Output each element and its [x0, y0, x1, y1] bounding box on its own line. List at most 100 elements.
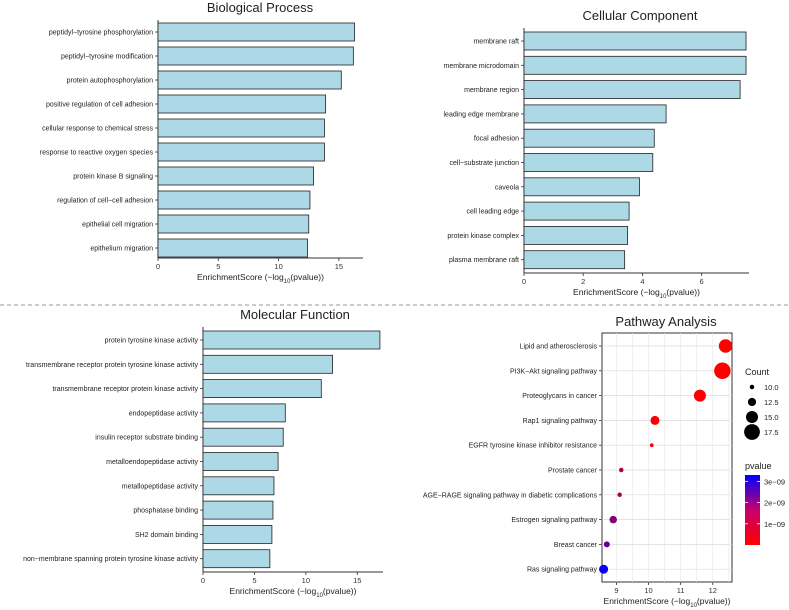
cellular-component-bar: [523, 250, 626, 270]
pathway-category-label: PI3K−Akt signaling pathway: [510, 368, 597, 375]
molecular-function-category-label: protein tyrosine kinase activity: [105, 338, 199, 345]
count-legend-title: Count: [745, 367, 770, 377]
molecular-function-bar: [202, 427, 284, 447]
cellular-component-bar: [523, 31, 747, 51]
pathway-category-label: Estrogen signaling pathway: [511, 517, 597, 524]
molecular-function-bar: [202, 330, 381, 350]
pathway-point: [650, 415, 660, 425]
molecular-function-x-axis-title: EnrichmentScore (−log10(pvalue)): [230, 586, 357, 599]
pvalue-legend-title: pvalue: [745, 461, 772, 471]
biological-process-bar: [157, 238, 308, 258]
pathway-x-axis-title: EnrichmentScore (−log10(pvalue)): [604, 596, 731, 609]
molecular-function-category-label: endopeptidase activity: [129, 410, 199, 417]
molecular-function-bar: [202, 379, 322, 399]
molecular-function-bar: [202, 403, 286, 423]
cellular-component-x-tick-label: 0: [522, 277, 526, 286]
biological-process-title: Biological Process: [207, 0, 314, 15]
biological-process-category-label: peptidyl−tyrosine phosphorylation: [49, 30, 153, 37]
pathway-category-label: Breast cancer: [554, 542, 598, 549]
cellular-component-category-label: cell leading edge: [466, 209, 519, 216]
pathway-point: [603, 541, 610, 548]
cellular-component-x-tick-label: 4: [640, 277, 644, 286]
biological-process-chart: Biological Process peptidyl−tyrosine pho…: [40, 0, 363, 285]
biological-process-bar: [157, 118, 325, 138]
biological-process-bar: [157, 142, 325, 162]
count-legend-label: 12.5: [764, 398, 779, 407]
molecular-function-x-tick-label: 5: [252, 576, 256, 585]
cellular-component-category-label: caveola: [495, 184, 519, 191]
pathway-x-tick-label: 11: [677, 586, 685, 595]
pathway-point: [649, 443, 654, 448]
molecular-function-category-label: phosphatase binding: [133, 508, 198, 515]
molecular-function-category-label: transmembrane receptor protein tyrosine …: [26, 362, 198, 369]
pathway-x-tick-label: 12: [709, 586, 717, 595]
pvalue-legend-label: 2e−09: [764, 499, 785, 508]
cellular-component-bar: [523, 177, 640, 197]
pathway-category-label: Lipid and atherosclerosis: [520, 344, 598, 351]
molecular-function-category-label: metallopeptidase activity: [122, 483, 199, 490]
pathway-category-label: EGFR tyrosine kinase inhibitor resistanc…: [469, 443, 597, 450]
biological-process-bar: [157, 166, 314, 186]
molecular-function-category-label: SH2 domain binding: [135, 532, 198, 539]
molecular-function-bar: [202, 452, 279, 471]
cellular-component-x-tick-label: 2: [581, 277, 585, 286]
biological-process-x-tick-label: 10: [274, 262, 282, 271]
count-legend-key: [744, 424, 760, 440]
pathway-x-tick-label: 9: [614, 586, 618, 595]
pathway-analysis-title: Pathway Analysis: [615, 314, 717, 329]
cellular-component-bar: [523, 153, 654, 172]
cellular-component-category-label: membrane raft: [473, 39, 519, 46]
biological-process-category-label: cellular response to chemical stress: [42, 126, 153, 133]
molecular-function-bar: [202, 354, 334, 374]
biological-process-bar: [157, 22, 355, 42]
pathway-category-label: Proteoglycans in cancer: [522, 393, 597, 400]
molecular-function-category-label: metalloendopeptidase activity: [106, 459, 198, 466]
pathway-point: [718, 339, 733, 353]
biological-process-category-label: regulation of cell−cell adhesion: [57, 198, 153, 205]
biological-process-x-axis-title: EnrichmentScore (−log10(pvalue)): [197, 272, 324, 285]
molecular-function-title: Molecular Function: [240, 307, 350, 322]
pathway-category-label: AGE−RAGE signaling pathway in diabetic c…: [423, 492, 598, 499]
molecular-function-category-label: insulin receptor substrate binding: [95, 435, 198, 442]
cellular-component-x-tick-label: 6: [700, 277, 704, 286]
molecular-function-bar: [202, 525, 273, 544]
cellular-component-category-label: leading edge membrane: [444, 111, 520, 118]
biological-process-bar: [157, 46, 354, 66]
biological-process-bar: [157, 214, 310, 234]
count-legend-key: [749, 384, 755, 390]
pathway-category-label: Prostate cancer: [548, 468, 598, 475]
pathway-point: [619, 467, 624, 473]
cellular-component-title: Cellular Component: [583, 8, 698, 23]
cellular-component-category-label: protein kinase complex: [447, 233, 519, 240]
pathway-point: [693, 389, 706, 402]
pathway-category-label: Rap1 signaling pathway: [523, 418, 598, 425]
molecular-function-x-tick-label: 15: [353, 576, 361, 585]
cellular-component-bar: [523, 104, 667, 124]
pvalue-legend-label: 3e−09: [764, 477, 785, 486]
biological-process-bar: [157, 190, 311, 210]
pathway-plot-frame: [601, 332, 733, 583]
cellular-component-bar: [523, 55, 747, 75]
cellular-component-bar: [523, 201, 630, 221]
biological-process-category-label: response to reactive oxygen species: [40, 150, 154, 157]
count-legend-key: [746, 411, 758, 423]
biological-process-category-label: peptidyl−tyrosine modification: [61, 54, 153, 61]
pathway-category-label: Ras signaling pathway: [527, 567, 598, 574]
pathway-analysis-chart: Pathway Analysis Lipid and atheroscleros…: [423, 314, 785, 609]
biological-process-x-tick-label: 0: [156, 262, 160, 271]
cellular-component-bar: [523, 80, 741, 99]
molecular-function-x-tick-label: 10: [302, 576, 310, 585]
molecular-function-chart: Molecular Function protein tyrosine kina…: [23, 307, 383, 599]
biological-process-bar: [157, 94, 327, 114]
cellular-component-chart: Cellular Component membrane raft membrane…: [444, 8, 749, 300]
biological-process-x-tick-label: 5: [216, 262, 220, 271]
biological-process-category-label: epithelial cell migration: [82, 222, 153, 229]
biological-process-category-label: protein kinase B signaling: [73, 174, 153, 181]
biological-process-category-label: protein autophosphorylation: [67, 78, 154, 85]
biological-process-category-label: positive regulation of cell adhesion: [46, 102, 153, 109]
molecular-function-category-label: non−membrane spanning protein tyrosine k…: [23, 556, 198, 563]
molecular-function-bar: [202, 476, 275, 496]
molecular-function-category-label: transmembrane receptor protein kinase ac…: [52, 386, 198, 393]
pvalue-legend-label: 1e−09: [764, 520, 785, 529]
count-legend-label: 10.0: [764, 383, 779, 392]
